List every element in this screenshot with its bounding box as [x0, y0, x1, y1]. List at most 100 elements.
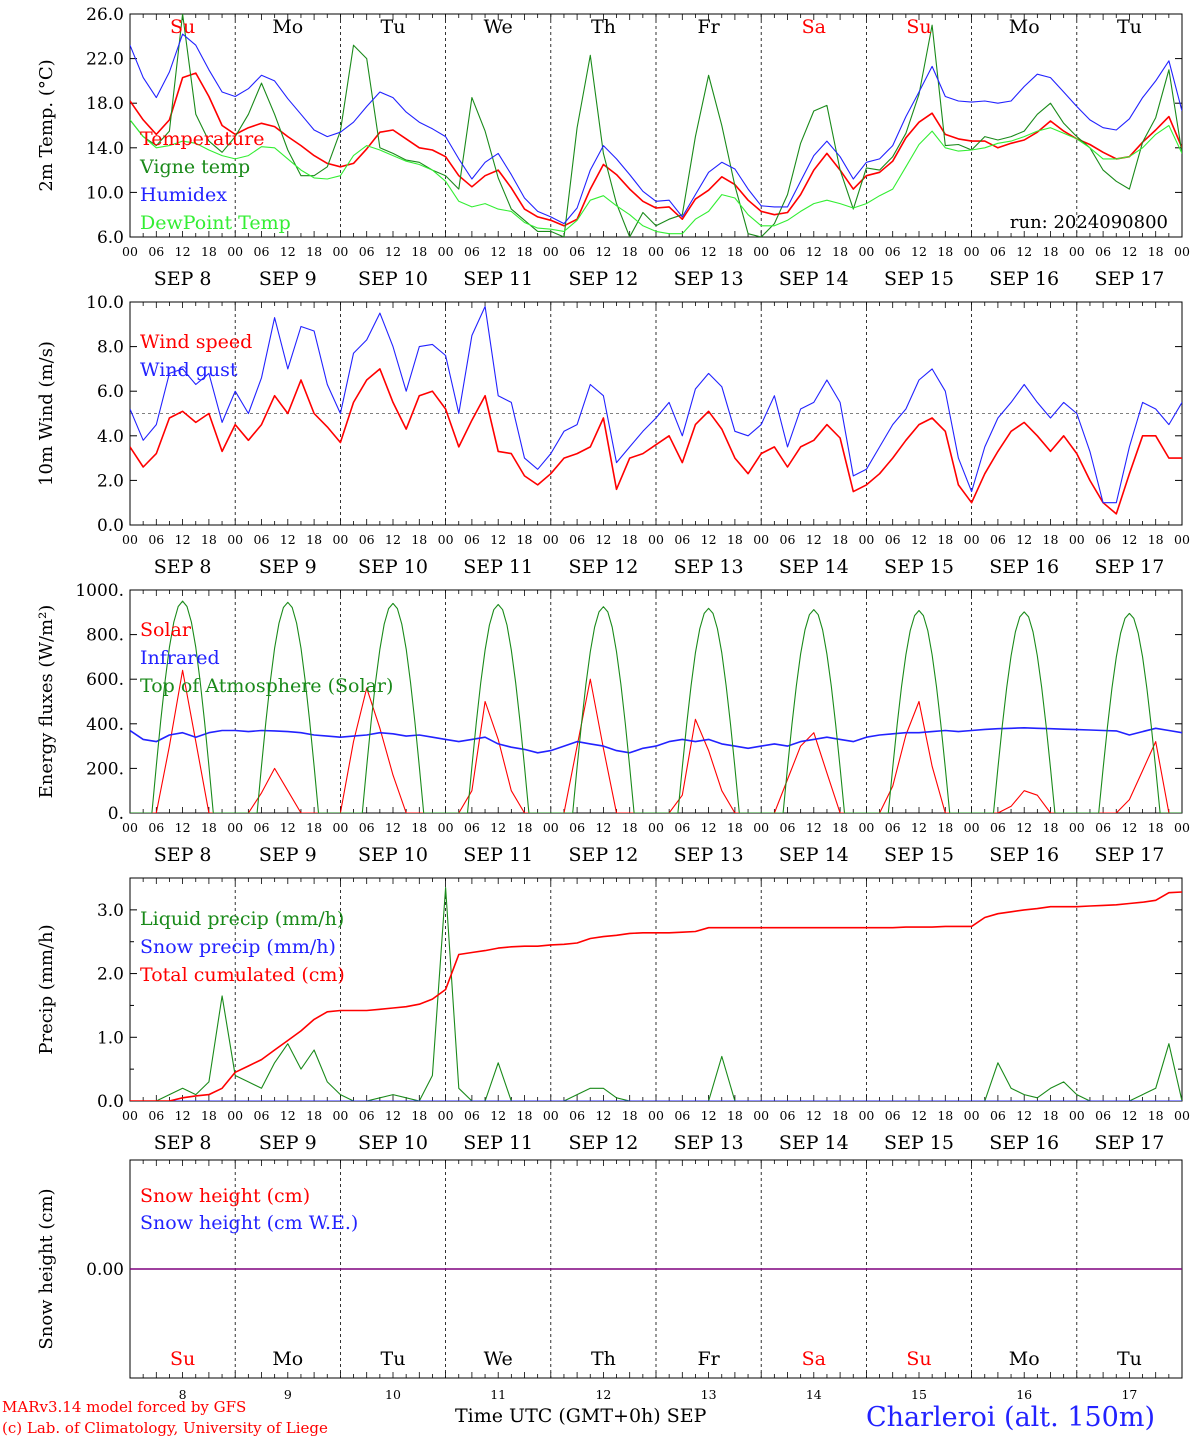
legend-entry: Wind gust [140, 359, 238, 381]
hour-tick-label: 06 [885, 244, 901, 259]
legend-entry: Top of Atmosphere (Solar) [140, 675, 393, 697]
day-letter: Su [170, 1348, 195, 1370]
date-label: SEP 10 [358, 268, 428, 290]
y-tick-label: 0.00 [86, 1260, 124, 1280]
series-line-solar [130, 669, 1182, 813]
legend-entry: Total cumulated (cm) [140, 964, 345, 986]
hour-tick-label: 12 [911, 244, 927, 259]
day-letter: Sa [802, 1348, 826, 1370]
day-letter: Tu [1117, 16, 1142, 38]
hour-tick-label: 12 [806, 1108, 822, 1123]
hour-tick-label: 12 [1121, 244, 1137, 259]
hour-tick-label: 18 [517, 532, 533, 547]
hour-tick-label: 18 [832, 820, 848, 835]
y-tick-label: 600. [86, 670, 124, 690]
date-label: SEP 14 [779, 268, 849, 290]
hour-tick-label: 12 [175, 244, 191, 259]
hour-tick-label: 06 [359, 532, 375, 547]
date-label: SEP 10 [358, 844, 428, 866]
hour-tick-label: 06 [674, 244, 690, 259]
time-axis-label: Time UTC (GMT+0h) SEP [455, 1405, 707, 1427]
hour-tick-label: 00 [122, 820, 138, 835]
hour-tick-label: 18 [937, 532, 953, 547]
y-tick-label: 0. [108, 804, 124, 824]
hour-tick-label: 00 [332, 1108, 348, 1123]
legend-entry: Snow height (cm W.E.) [140, 1212, 358, 1234]
day-number: 13 [701, 1387, 717, 1402]
date-label: SEP 10 [358, 1132, 428, 1154]
hour-tick-label: 00 [122, 532, 138, 547]
hour-tick-label: 12 [701, 820, 717, 835]
hour-tick-label: 12 [911, 532, 927, 547]
hour-tick-label: 12 [490, 820, 506, 835]
date-label: SEP 10 [358, 556, 428, 578]
hour-tick-label: 00 [438, 532, 454, 547]
hour-tick-label: 06 [254, 532, 270, 547]
hour-tick-label: 06 [674, 820, 690, 835]
date-label: SEP 12 [568, 1132, 638, 1154]
series-line-dewpoint-temp [130, 119, 1182, 235]
date-label: SEP 13 [674, 268, 744, 290]
hour-tick-label: 00 [543, 532, 559, 547]
hour-tick-label: 00 [964, 820, 980, 835]
day-letter: Mo [1009, 1348, 1040, 1370]
hour-tick-label: 12 [385, 1108, 401, 1123]
hour-tick-label: 00 [332, 532, 348, 547]
y-tick-label: 3.0 [97, 901, 124, 921]
hour-tick-label: 12 [385, 532, 401, 547]
date-label: SEP 17 [1094, 268, 1164, 290]
hour-tick-label: 12 [385, 820, 401, 835]
day-number: 14 [806, 1387, 822, 1402]
hour-tick-label: 18 [1043, 1108, 1059, 1123]
hour-tick-label: 06 [674, 1108, 690, 1123]
y-tick-label: 2.0 [97, 965, 124, 985]
panel-frame [129, 589, 1183, 814]
legend-entry: Liquid precip (mm/h) [140, 908, 344, 930]
hour-tick-label: 18 [306, 820, 322, 835]
hour-tick-label: 06 [1095, 244, 1111, 259]
date-label: SEP 17 [1094, 844, 1164, 866]
day-number: 16 [1016, 1387, 1032, 1402]
hour-tick-label: 12 [701, 532, 717, 547]
hour-tick-label: 00 [1174, 1108, 1190, 1123]
y-tick-label: 800. [86, 626, 124, 646]
date-label: SEP 14 [779, 1132, 849, 1154]
hour-tick-label: 00 [964, 532, 980, 547]
day-letter: We [484, 1348, 513, 1370]
date-label: SEP 15 [884, 268, 954, 290]
hour-tick-label: 12 [490, 532, 506, 547]
hour-tick-label: 06 [780, 244, 796, 259]
series-line-humidex [130, 33, 1182, 225]
date-label: SEP 11 [463, 1132, 533, 1154]
day-letter: Tu [381, 16, 406, 38]
date-label: SEP 8 [154, 1132, 212, 1154]
y-tick-label: 14.0 [86, 139, 124, 159]
hour-tick-label: 12 [1121, 820, 1137, 835]
hour-tick-label: 18 [201, 820, 217, 835]
hour-tick-label: 00 [753, 820, 769, 835]
date-label: SEP 15 [884, 1132, 954, 1154]
hour-tick-label: 18 [832, 244, 848, 259]
date-label: SEP 14 [779, 844, 849, 866]
hour-tick-label: 00 [753, 244, 769, 259]
series-group [130, 14, 1182, 237]
series-group [130, 887, 1182, 1101]
day-letter: Fr [697, 16, 720, 38]
y-tick-label: 2.0 [97, 471, 124, 491]
y-tick-label: 18.0 [86, 94, 124, 114]
hour-tick-label: 12 [701, 244, 717, 259]
hour-tick-label: 00 [438, 820, 454, 835]
date-label: SEP 9 [259, 1132, 317, 1154]
hour-tick-label: 00 [332, 820, 348, 835]
hour-tick-label: 00 [1174, 244, 1190, 259]
station-name: Charleroi (alt. 150m) [866, 1402, 1155, 1433]
hour-tick-label: 18 [622, 532, 638, 547]
hour-tick-label: 00 [227, 244, 243, 259]
hour-tick-label: 06 [990, 820, 1006, 835]
legend-entry: Wind speed [140, 331, 252, 353]
hour-tick-label: 00 [1174, 532, 1190, 547]
hour-tick-label: 18 [411, 1108, 427, 1123]
date-label: SEP 13 [674, 844, 744, 866]
hour-tick-label: 00 [753, 1108, 769, 1123]
hour-tick-label: 12 [1016, 532, 1032, 547]
